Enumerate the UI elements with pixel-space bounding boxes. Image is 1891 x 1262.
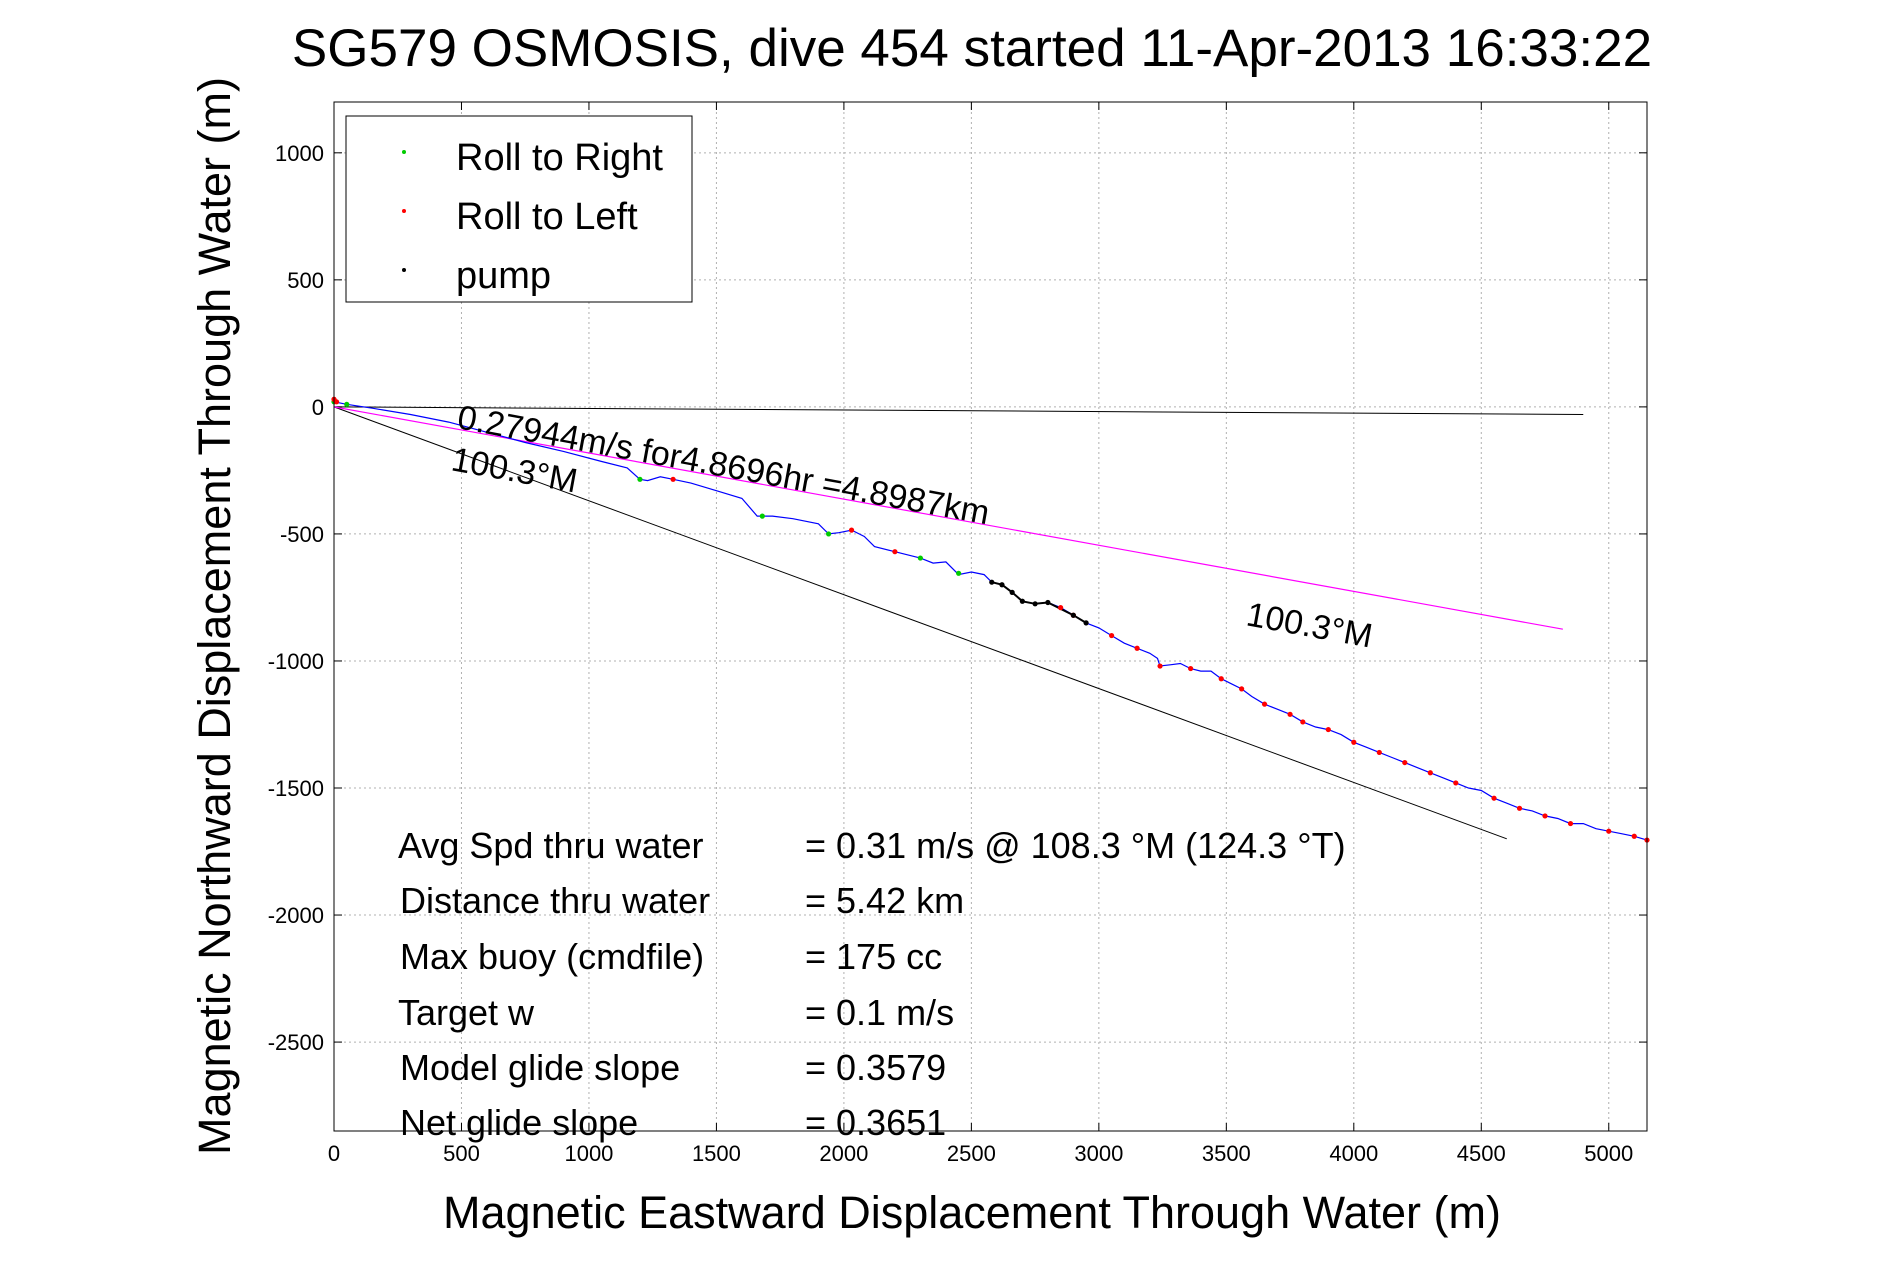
roll-left-point [848,527,855,533]
stat-label: Distance thru water [400,880,710,921]
y-tick-label: 0 [312,395,324,420]
pump-point [999,582,1005,588]
roll-right-point [826,531,832,537]
roll-left-point [1402,759,1408,766]
chart-title: SG579 OSMOSIS, dive 454 started 11-Apr-2… [292,19,1652,78]
x-tick-label: 1500 [692,1141,741,1166]
heading-line-1 [333,406,1584,416]
roll-right-point [759,513,765,519]
roll-left-point [1453,780,1459,786]
roll-left-point [1631,833,1637,839]
y-axis-label: Magnetic Northward Displacement Through … [189,77,240,1155]
roll-right-point [344,401,350,407]
roll-left-point [1134,645,1140,651]
x-tick-label: 0 [328,1141,340,1166]
pump-point [1070,612,1076,618]
roll-left-point [1351,739,1357,745]
roll-right-point [637,476,643,482]
y-tick-label: 1000 [275,141,324,166]
legend-marker-right [402,150,406,154]
roll-left-point [1516,805,1523,811]
y-tick-label: -2500 [268,1030,324,1055]
roll-left-point [1239,686,1245,692]
y-tick-label: -1000 [268,649,324,674]
ticks: 0 500 1000 1500 2000 2500 3000 3500 4000 4500 5000… [268,102,1647,1166]
stat-value: = 0.3579 [805,1047,946,1088]
x-tick-label: 3000 [1074,1141,1123,1166]
roll-left-point [1058,605,1064,611]
roll-left-point [1261,701,1268,707]
x-tick-label: 1000 [564,1141,613,1166]
pump-point [1019,598,1025,604]
roll-left-point [1287,711,1293,717]
points [331,396,1650,843]
roll-left-point [1157,663,1163,669]
stat-label: Target w [398,992,535,1033]
glider-track-line [333,401,1648,841]
y-tick-label: -500 [280,522,324,547]
stat-value: = 5.42 km [805,880,964,921]
stat-label: Avg Spd thru water [398,825,704,866]
roll-left-point [1376,749,1382,756]
y-tick-label: 500 [287,268,324,293]
y-tick-label: -2000 [268,903,324,928]
legend-marker-left [402,209,406,213]
legend: Roll to Right Roll to Left pump [345,115,693,303]
stat-label: Net glide slope [400,1102,638,1143]
stat-label: Max buoy (cmdfile) [400,936,704,977]
stat-value: = 0.1 m/s [805,992,954,1033]
roll-left-point [1491,795,1497,801]
roll-right-point [917,555,923,561]
roll-left-point [1218,676,1224,682]
roll-left-point [1567,820,1574,827]
roll-left-point [1300,719,1306,725]
stat-value: = 0.3651 [805,1102,946,1143]
pump-point [1032,601,1038,607]
x-tick-label: 5000 [1584,1141,1633,1166]
stat-value: = 0.31 m/s @ 108.3 °M (124.3 °T) [805,825,1346,866]
y-tick-label: -1500 [268,776,324,801]
roll-left-point [1542,813,1548,819]
plot-frame [333,101,1648,1132]
x-tick-label: 2500 [947,1141,996,1166]
x-tick-label: 3500 [1202,1141,1251,1166]
stats-block: Avg Spd thru water = 0.31 m/s @ 108.3 °M… [398,825,1346,1143]
roll-left-point [333,399,340,405]
heading-line-2 [333,406,1507,840]
average-velocity-line [333,406,1563,630]
roll-left-point [1188,665,1194,672]
x-axis-label: Magnetic Eastward Displacement Through W… [443,1187,1501,1238]
legend-marker-pump [402,268,406,272]
pump-point [1045,599,1051,606]
pump-point [1009,589,1015,595]
x-tick-label: 2000 [819,1141,868,1166]
x-tick-label: 500 [443,1141,480,1166]
roll-left-point [670,476,676,482]
stat-label: Model glide slope [400,1047,680,1088]
legend-label-pump: pump [456,255,551,297]
roll-left-point [1606,828,1612,834]
roll-right-point [956,570,962,576]
x-tick-label: 4000 [1329,1141,1378,1166]
legend-label-right: Roll to Right [456,137,663,179]
roll-left-point [1427,770,1433,776]
pump-point [989,579,995,585]
roll-left-point [1109,632,1115,639]
lines [333,401,1648,841]
roll-left-point [1325,726,1331,733]
stat-value: = 175 cc [805,936,942,977]
pump-point [1083,620,1089,626]
legend-label-left: Roll to Left [456,196,638,238]
roll-left-point [892,549,898,555]
x-tick-label: 4500 [1457,1141,1506,1166]
